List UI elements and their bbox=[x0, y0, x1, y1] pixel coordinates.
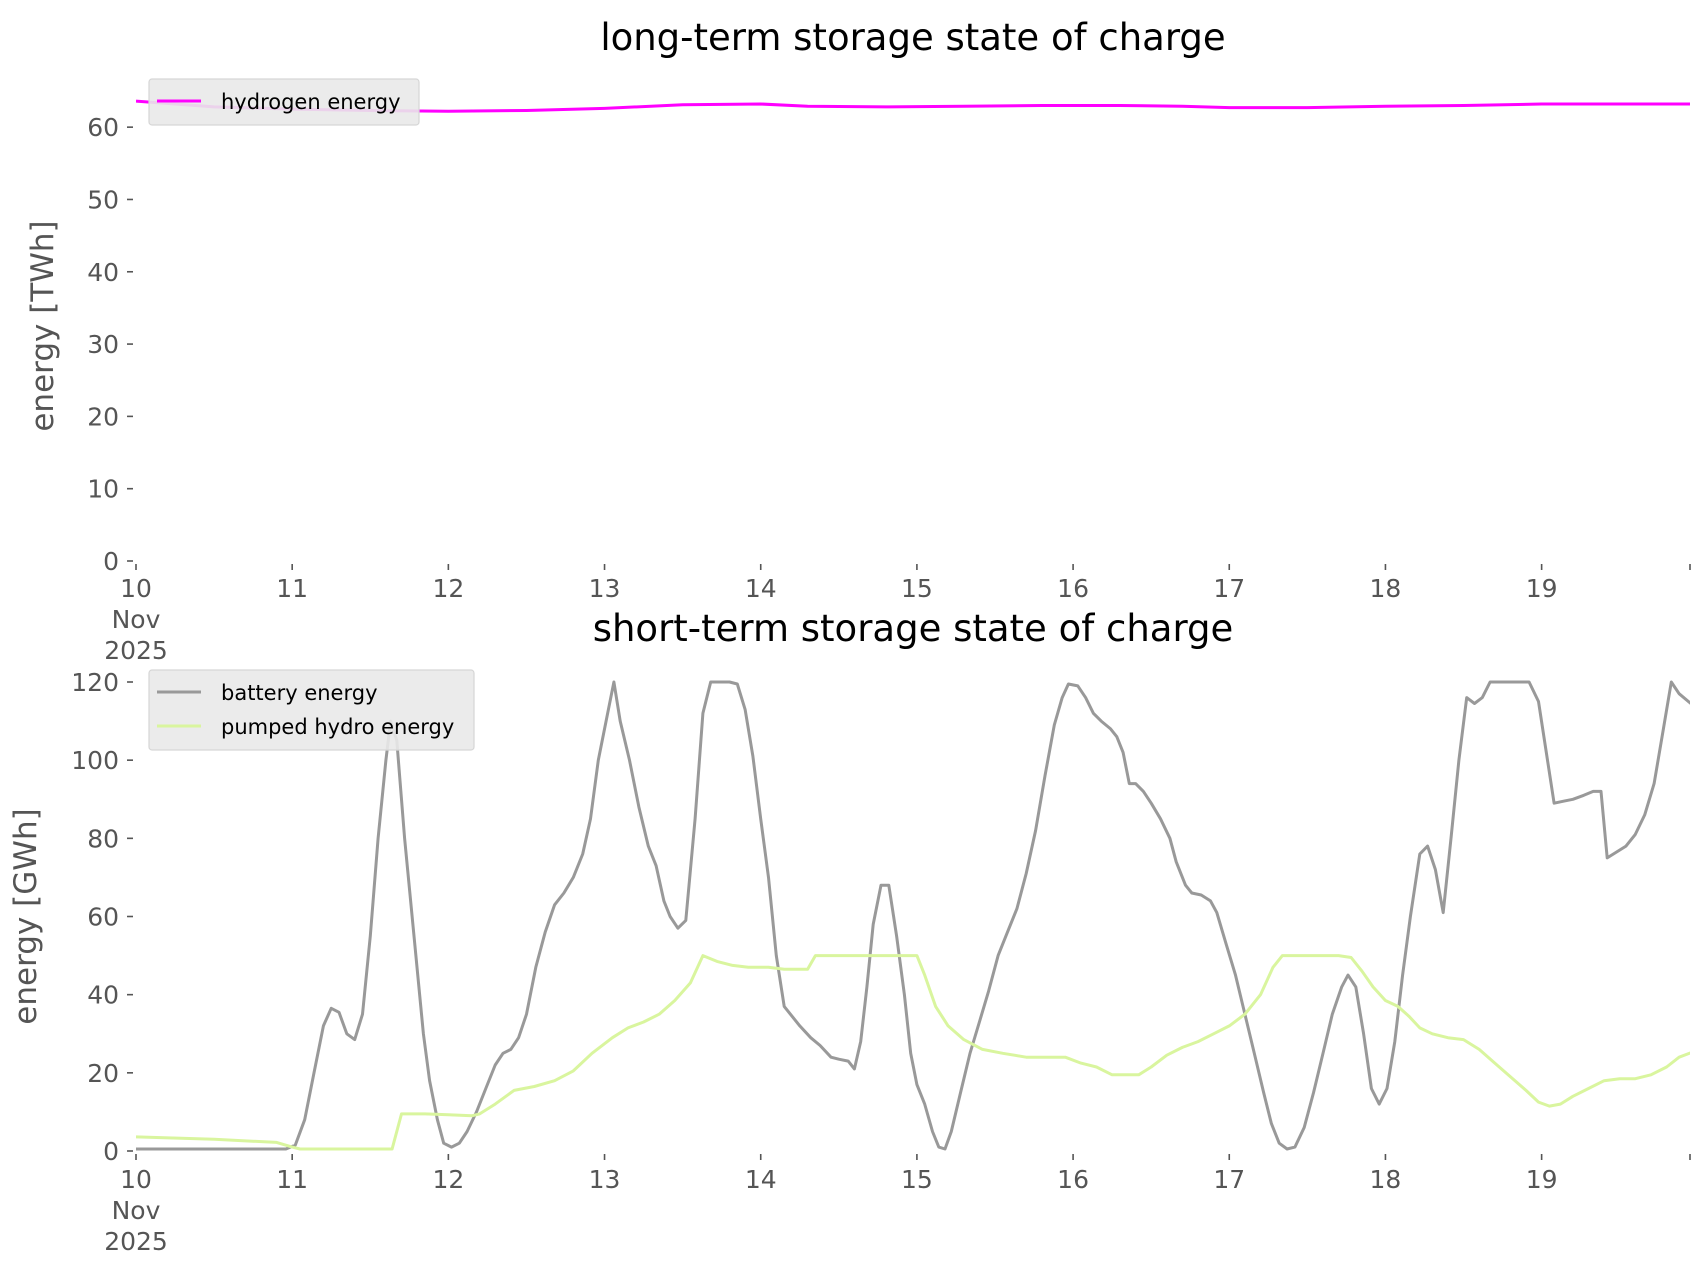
x-tick-label: 12 bbox=[432, 574, 464, 603]
y-tick-label: 40 bbox=[87, 981, 119, 1010]
x-tick-label: 10 Nov 2025 bbox=[104, 1165, 168, 1256]
y-tick-label: 10 bbox=[87, 475, 119, 504]
x-tick-label: 11 bbox=[276, 1165, 308, 1194]
y-tick-label: 20 bbox=[87, 402, 119, 431]
x-tick-label: 16 bbox=[1057, 574, 1089, 603]
x-tick-label: 14 bbox=[745, 1165, 777, 1194]
y-tick-label: 20 bbox=[87, 1059, 119, 1088]
x-tick-label: 13 bbox=[589, 1165, 621, 1194]
y-tick-label: 30 bbox=[87, 330, 119, 359]
x-tick-label: 10 Nov 2025 bbox=[104, 574, 168, 665]
y-tick-label: 50 bbox=[87, 185, 119, 214]
short-term-storage-chart: short-term storage state of charge energy… bbox=[8, 607, 1691, 1256]
y-axis-label: energy [TWh] bbox=[25, 220, 61, 431]
y-axis-label: energy [GWh] bbox=[8, 808, 44, 1024]
chart-title: short-term storage state of charge bbox=[593, 607, 1234, 650]
x-tick-label: 15 bbox=[901, 1165, 933, 1194]
legend bbox=[148, 78, 420, 126]
x-tick-label: 14 bbox=[745, 574, 777, 603]
y-tick-label: 40 bbox=[87, 258, 119, 287]
x-tick-label: 11 bbox=[276, 574, 308, 603]
x-tick-label: 19 bbox=[1526, 1165, 1558, 1194]
x-tick-label: 15 bbox=[901, 574, 933, 603]
long-term-storage-chart: long-term storage state of charge energy … bbox=[25, 16, 1691, 665]
legend-label: battery energy bbox=[221, 681, 378, 705]
series-line-pumped-hydro-energy bbox=[136, 954, 1690, 1151]
x-tick-label: 16 bbox=[1057, 1165, 1089, 1194]
x-tick-label: 19 bbox=[1526, 574, 1558, 603]
legend bbox=[148, 669, 475, 751]
x-tick-label: 12 bbox=[432, 1165, 464, 1194]
x-tick-label: 18 bbox=[1370, 1165, 1402, 1194]
y-tick-label: 80 bbox=[87, 824, 119, 853]
x-tick-label: 13 bbox=[589, 574, 621, 603]
y-tick-label: 60 bbox=[87, 903, 119, 932]
y-tick-label: 0 bbox=[103, 1137, 119, 1166]
x-tick-label: 18 bbox=[1370, 574, 1402, 603]
chart-title: long-term storage state of charge bbox=[600, 16, 1225, 59]
x-tick-label: 17 bbox=[1213, 574, 1245, 603]
legend-label: pumped hydro energy bbox=[221, 715, 454, 739]
y-tick-label: 60 bbox=[87, 113, 119, 142]
y-tick-label: 0 bbox=[103, 547, 119, 576]
legend-label: hydrogen energy bbox=[221, 90, 401, 114]
x-tick-label: 17 bbox=[1213, 1165, 1245, 1194]
series-line-battery-energy bbox=[136, 680, 1690, 1151]
y-tick-label: 100 bbox=[71, 746, 119, 775]
y-tick-label: 120 bbox=[71, 668, 119, 697]
